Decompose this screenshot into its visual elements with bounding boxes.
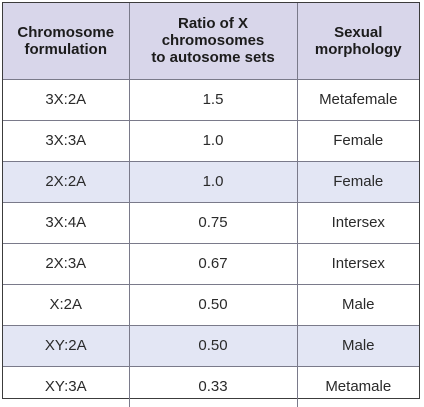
morphology-cell: Male: [296, 284, 419, 326]
header-line: morphology: [314, 40, 402, 58]
ratio-cell: 1.0: [128, 161, 297, 203]
table-row: 3X:3A 1.0 Female: [3, 120, 419, 162]
morphology-cell: Metamale: [296, 366, 419, 407]
table-row: 2X:3A 0.67 Intersex: [3, 243, 419, 285]
formulation-cell: XY:3A: [44, 378, 87, 396]
table-row: XY:3A 0.33 Metamale: [3, 366, 419, 407]
table-row: 3X:4A 0.75 Intersex: [3, 202, 419, 244]
header-row: Chromosome formulation Ratio of X chromo…: [3, 3, 419, 80]
ratio-cell: 0.67: [128, 243, 297, 285]
formulation-cell: 3X:4A: [3, 202, 129, 244]
formulation-cell: 2X:3A: [3, 243, 129, 285]
ratio-cell: 1.0: [128, 120, 297, 162]
header-line: formulation: [24, 40, 108, 58]
header-line: Chromosome: [17, 23, 115, 41]
header-sexual-morphology: Sexual morphology: [296, 3, 419, 80]
morphology-cell: Female: [296, 161, 419, 203]
ratio-cell: 1.5: [128, 79, 297, 121]
table-row: 2X:2A 1.0 Female: [3, 161, 419, 203]
header-line: Sexual: [334, 23, 383, 41]
chromosome-ratio-table: Chromosome formulation Ratio of X chromo…: [3, 3, 419, 407]
header-ratio: Ratio of X chromosomes to autosome sets: [128, 3, 297, 80]
formulation-cell: 3X:2A: [3, 79, 129, 121]
morphology-cell: Intersex: [296, 243, 419, 285]
table-row: 3X:2A 1.5 Metafemale: [3, 79, 419, 121]
table-row: X:2A 0.50 Male: [3, 284, 419, 326]
table-row: XY:2A 0.50 Male: [3, 325, 419, 367]
ratio-cell: 0.75: [128, 202, 297, 244]
formulation-cell: 2X:2A: [3, 161, 129, 203]
formulation-cell: X:2A: [3, 284, 129, 326]
formulation-cell: 3X:3A: [3, 120, 129, 162]
ratio-cell: 0.50: [128, 284, 297, 326]
header-line: chromosomes: [161, 32, 265, 50]
header-chromosome-formulation: Chromosome formulation: [3, 3, 129, 80]
morphology-cell: Metafemale: [296, 79, 419, 121]
morphology-cell: Intersex: [296, 202, 419, 244]
ratio-cell: 0.33: [128, 366, 297, 407]
header-line: Ratio of X: [178, 15, 248, 33]
morphology-cell: Female: [296, 120, 419, 162]
formulation-cell: XY:2A: [3, 325, 129, 367]
ratio-cell: 0.50: [128, 325, 297, 367]
morphology-cell: Male: [296, 325, 419, 367]
header-line: to autosome sets: [151, 49, 275, 67]
